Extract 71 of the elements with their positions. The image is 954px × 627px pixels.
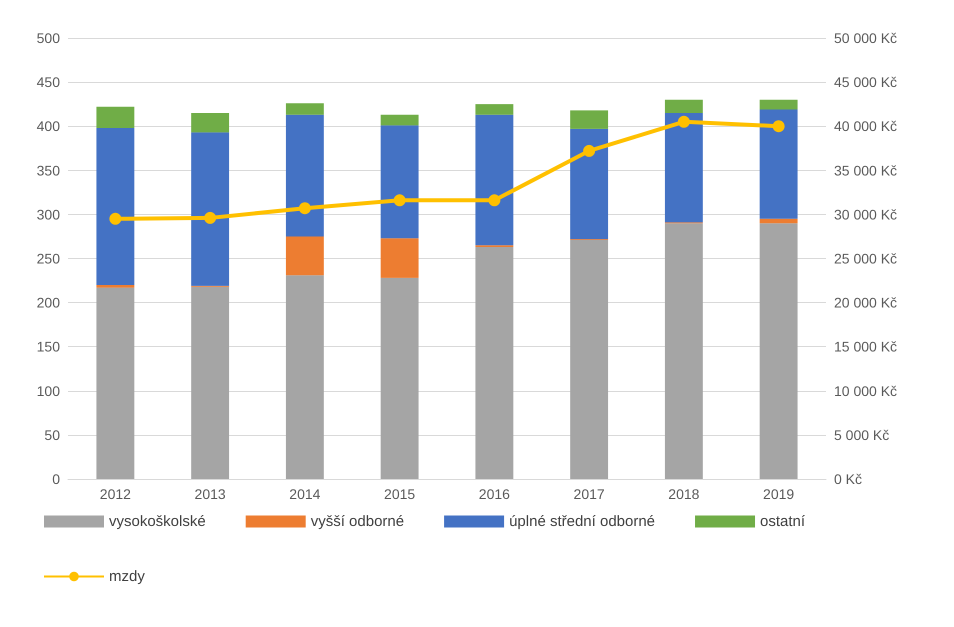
point xyxy=(772,120,785,132)
point xyxy=(298,202,311,214)
y-tick-label: 150 xyxy=(36,338,60,355)
bar xyxy=(96,106,134,128)
bar xyxy=(475,114,514,246)
bar xyxy=(380,278,419,479)
bar xyxy=(664,223,703,479)
bar xyxy=(760,100,798,110)
point xyxy=(204,212,216,224)
point xyxy=(394,194,406,206)
bar xyxy=(475,247,514,479)
x-tick-label: 2012 xyxy=(100,486,132,502)
bar xyxy=(191,132,230,286)
y2-tick-label: 45 000 Kč xyxy=(834,74,898,90)
y2-tick-label: 15 000 Kč xyxy=(834,338,898,355)
bar xyxy=(380,114,419,126)
x-tick-label: 2015 xyxy=(384,486,416,502)
bar xyxy=(475,104,514,115)
y-tick-label: 50 xyxy=(44,426,60,443)
y-tick-label: 250 xyxy=(36,250,60,266)
x-tick-label: 2019 xyxy=(763,486,794,502)
bar xyxy=(570,128,608,240)
bar xyxy=(96,288,134,479)
bar xyxy=(760,223,798,479)
point xyxy=(678,116,690,128)
y-tick-label: 200 xyxy=(36,294,60,311)
y-tick-label: 500 xyxy=(36,30,60,46)
bar xyxy=(760,218,798,224)
point xyxy=(109,212,122,225)
bar xyxy=(96,128,134,285)
y2-tick-label: 50 000 Kč xyxy=(834,30,898,46)
y2-tick-label: 0 Kč xyxy=(834,471,862,487)
y2-tick-label: 35 000 Kč xyxy=(834,162,898,178)
bar xyxy=(664,112,703,222)
point xyxy=(488,194,500,206)
y2-tick-label: 30 000 Kč xyxy=(834,206,898,222)
bar xyxy=(191,286,230,479)
y2-tick-label: 5 000 Kč xyxy=(834,426,890,443)
bar xyxy=(760,109,798,219)
legend-label: vysokoškolské xyxy=(109,513,206,530)
legend-label: úplné střední odborné xyxy=(509,513,656,530)
y2-tick-label: 25 000 Kč xyxy=(834,250,898,266)
x-tick-label: 2016 xyxy=(478,486,510,502)
y-tick-label: 300 xyxy=(36,206,60,222)
bar xyxy=(286,103,324,115)
bar xyxy=(664,100,703,113)
x-tick-label: 2014 xyxy=(289,486,321,502)
point xyxy=(583,144,596,157)
legend-label: ostatní xyxy=(760,513,806,530)
bar xyxy=(96,284,134,288)
x-tick-label: 2018 xyxy=(668,486,700,502)
legend-label: vyšší odborné xyxy=(310,513,404,530)
x-tick-label: 2013 xyxy=(194,486,226,502)
y2-tick-label: 40 000 Kč xyxy=(834,118,898,134)
bar xyxy=(191,112,230,132)
y-tick-label: 450 xyxy=(36,74,60,90)
bar xyxy=(286,236,324,276)
bar xyxy=(380,125,419,238)
bar xyxy=(380,238,419,278)
y-tick-label: 350 xyxy=(36,162,60,178)
y-tick-label: 0 xyxy=(52,471,60,487)
legend-label: mzdy xyxy=(109,568,146,585)
bar xyxy=(570,240,608,479)
bar xyxy=(286,275,324,479)
y2-tick-label: 10 000 Kč xyxy=(834,382,898,399)
y-tick-label: 400 xyxy=(36,118,60,134)
x-tick-label: 2017 xyxy=(574,486,605,502)
y-tick-label: 100 xyxy=(36,382,60,399)
y2-tick-label: 20 000 Kč xyxy=(834,294,898,311)
bar xyxy=(286,114,324,236)
bar xyxy=(570,110,608,129)
